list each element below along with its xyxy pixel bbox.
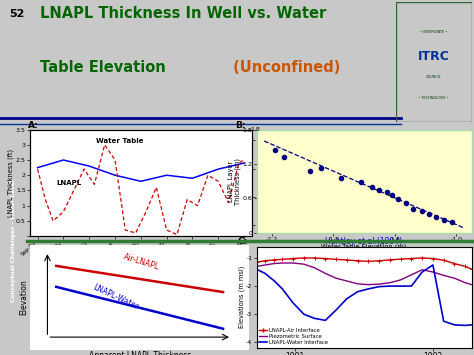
Text: ITRC: ITRC bbox=[418, 50, 450, 62]
Text: Air-LNAPL: Air-LNAPL bbox=[122, 253, 160, 272]
Text: Water Table: Water Table bbox=[96, 138, 144, 144]
Point bbox=[368, 184, 375, 190]
Point bbox=[307, 168, 314, 174]
Legend: LNAPL-Air Interface, Piezometric Surface, LNAPL-Water Interface: LNAPL-Air Interface, Piezometric Surface… bbox=[259, 328, 328, 345]
Text: Conceptual Challenges – Water Level: Conceptual Challenges – Water Level bbox=[11, 179, 16, 302]
Point bbox=[448, 219, 456, 225]
Point bbox=[394, 197, 401, 202]
Point bbox=[337, 175, 345, 181]
X-axis label: Apparent LNAPL Thickness: Apparent LNAPL Thickness bbox=[89, 351, 191, 355]
Point bbox=[383, 190, 391, 195]
X-axis label: Water-Table Elevation (m): Water-Table Elevation (m) bbox=[321, 243, 407, 250]
Text: LNAPL: LNAPL bbox=[56, 180, 82, 186]
Point bbox=[271, 147, 279, 152]
Text: • TECHNOLOGY •: • TECHNOLOGY • bbox=[419, 96, 449, 100]
Point bbox=[357, 179, 365, 185]
Text: C:: C: bbox=[237, 237, 248, 246]
Y-axis label: Elevation: Elevation bbox=[19, 279, 28, 315]
Point bbox=[440, 217, 448, 223]
Text: LNAPL Thickness In Well vs. Water: LNAPL Thickness In Well vs. Water bbox=[40, 6, 327, 21]
Point bbox=[376, 187, 383, 192]
Y-axis label: LNAPL Thickness (ft): LNAPL Thickness (ft) bbox=[8, 149, 14, 217]
Point bbox=[317, 166, 325, 171]
Text: 1.8: 1.8 bbox=[251, 127, 261, 132]
Text: COUNCIL: COUNCIL bbox=[426, 75, 442, 78]
Point bbox=[425, 211, 432, 217]
Text: Table Elevation: Table Elevation bbox=[40, 60, 166, 76]
Y-axis label: LNAPL Layer
Thickness (m): LNAPL Layer Thickness (m) bbox=[228, 158, 241, 204]
Text: A:: A: bbox=[27, 121, 38, 130]
Text: (Unconfined): (Unconfined) bbox=[228, 60, 340, 76]
Point bbox=[402, 200, 410, 206]
Y-axis label: Water-Table Elevation (ft): Water-Table Elevation (ft) bbox=[271, 141, 277, 225]
Y-axis label: Elevations (m msl): Elevations (m msl) bbox=[238, 266, 245, 328]
Text: • INTERSTATE •: • INTERSTATE • bbox=[420, 30, 447, 34]
Point bbox=[281, 154, 288, 160]
Text: 52: 52 bbox=[9, 9, 25, 19]
Text: B:: B: bbox=[235, 121, 246, 130]
Point bbox=[419, 208, 426, 214]
Point bbox=[410, 206, 417, 211]
Point bbox=[432, 214, 440, 219]
Text: LNAPL-Water: LNAPL-Water bbox=[91, 283, 140, 312]
Title: Huntley et al.(1994): Huntley et al.(1994) bbox=[326, 237, 403, 246]
Point bbox=[388, 192, 395, 198]
